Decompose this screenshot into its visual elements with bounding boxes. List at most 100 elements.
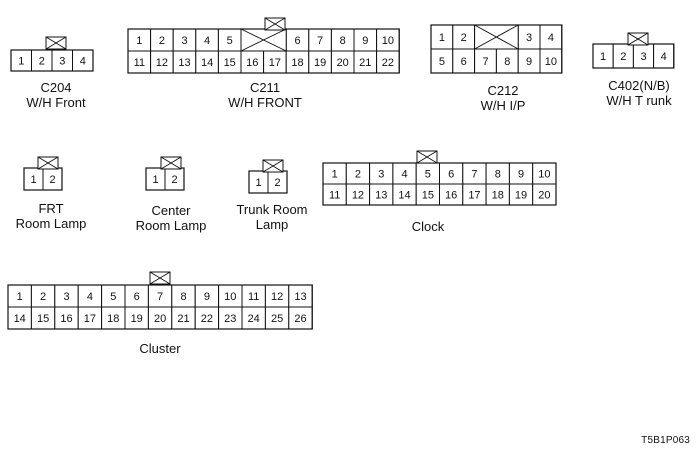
pin-number: 12 (271, 291, 283, 303)
pin-number: 12 (156, 57, 168, 69)
pin-number: 1 (332, 169, 338, 181)
lock-frt_room_lamp-diag-b (37, 156, 59, 170)
pin-number: 19 (314, 57, 326, 69)
pin-number: 4 (80, 56, 86, 68)
label-cluster: Cluster (130, 341, 190, 356)
connector-c212: 1 2 3 4 5 6 7 8 9 10 (430, 24, 563, 74)
pin-number: 12 (352, 190, 364, 202)
pin-number: 2 (274, 177, 280, 189)
lock-clock-diag-b (416, 150, 438, 164)
pin-number: 14 (14, 313, 26, 325)
pin-number: 3 (378, 169, 384, 181)
pin-number: 2 (171, 174, 177, 186)
pin-number: 10 (538, 169, 550, 181)
pin-number: 3 (63, 291, 69, 303)
label-cluster-name: Cluster (139, 341, 181, 356)
label-frt-desc: Room Lamp (15, 216, 87, 231)
label-clock-name: Clock (411, 219, 445, 234)
label-c204-name: C204 (40, 80, 72, 95)
lock-c211-diag-b (264, 17, 286, 31)
label-clock: Clock (398, 219, 458, 234)
pin-number: 6 (134, 291, 140, 303)
pin-number: 14 (398, 190, 410, 202)
pin-number: 6 (448, 169, 454, 181)
pin-number: 13 (178, 57, 190, 69)
label-c212-desc: W/H I/P (480, 98, 526, 113)
pin-number: 3 (59, 56, 65, 68)
pin-number: 2 (49, 174, 55, 186)
lock-cluster (149, 271, 171, 285)
connector-outline (127, 28, 400, 74)
pin-number: 7 (157, 291, 163, 303)
pin-number: 4 (548, 32, 554, 44)
pin-number: 15 (422, 190, 434, 202)
pin-number: 17 (269, 57, 281, 69)
pin-number: 9 (526, 56, 532, 68)
pin-number: 11 (134, 57, 145, 69)
label-frt-name: FRT (38, 201, 64, 216)
pin-number: 15 (224, 57, 236, 69)
pin-number: 7 (482, 56, 488, 68)
pin-number: 3 (526, 32, 532, 44)
pin-number: 1 (439, 32, 445, 44)
pin-number: 9 (362, 35, 368, 47)
lock-c204 (45, 36, 67, 50)
lock-cluster-diag-b (149, 271, 171, 285)
pin-number: 3 (181, 35, 187, 47)
pin-number: 10 (224, 291, 236, 303)
pin-number: 5 (425, 169, 431, 181)
pin-number: 2 (461, 32, 467, 44)
figure-code: T5B1P063 (641, 435, 690, 446)
pin-number: 1 (255, 177, 261, 189)
label-c402: C402(N/B) W/H T runk (590, 78, 688, 108)
pin-number: 13 (294, 291, 306, 303)
pin-number: 21 (177, 313, 189, 325)
pin-number: 8 (495, 169, 501, 181)
pin-number: 26 (294, 313, 306, 325)
pin-number: 8 (504, 56, 510, 68)
pin-number: 1 (17, 291, 23, 303)
pin-number: 18 (291, 57, 303, 69)
label-trunk-room-lamp: Trunk Room Lamp (226, 202, 318, 232)
pin-number: 20 (538, 190, 550, 202)
pin-number: 5 (227, 35, 233, 47)
label-trunk-name: Trunk Room (236, 202, 308, 217)
lock-c402 (627, 32, 649, 46)
connector-c204: 1 2 3 4 (10, 49, 94, 72)
lock-trunk_room_lamp-diag-b (262, 159, 284, 173)
pin-number: 6 (294, 35, 300, 47)
pin-number: 6 (461, 56, 467, 68)
pin-number: 17 (84, 313, 96, 325)
connector-outline (430, 24, 563, 74)
pin-number: 8 (180, 291, 186, 303)
lock-c204-diag-b (45, 36, 67, 50)
pin-number: 1 (600, 51, 606, 63)
blank-diag-b (240, 28, 287, 52)
pin-number: 11 (329, 190, 340, 202)
label-c212: C212 W/H I/P (455, 83, 551, 113)
lock-frt_room_lamp (37, 156, 59, 170)
label-center-name: Center (151, 203, 191, 218)
lock-clock (416, 150, 438, 164)
pin-number: 23 (224, 313, 236, 325)
pin-number: 4 (204, 35, 210, 47)
label-center-room-lamp: Center Room Lamp (124, 203, 218, 233)
pin-number: 15 (37, 313, 49, 325)
pin-number: 1 (136, 35, 142, 47)
pin-number: 4 (401, 169, 407, 181)
pin-number: 7 (317, 35, 323, 47)
pin-number: 19 (131, 313, 143, 325)
label-c212-name: C212 (487, 83, 519, 98)
label-trunk-desc: Lamp (255, 217, 289, 232)
pin-number: 1 (152, 174, 158, 186)
pin-number: 25 (271, 313, 283, 325)
connector-outline (7, 284, 313, 330)
pin-number: 14 (201, 57, 213, 69)
pin-number: 4 (661, 51, 667, 63)
pin-number: 2 (159, 35, 165, 47)
